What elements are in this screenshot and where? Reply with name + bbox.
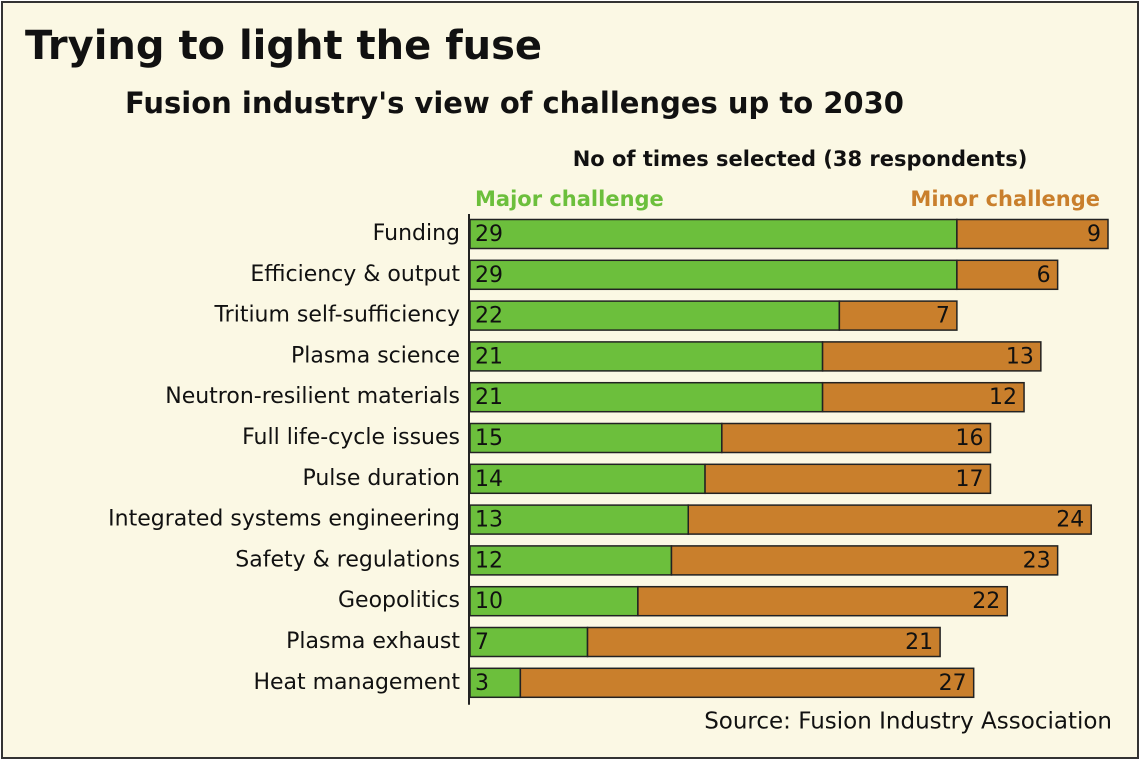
value-label: 24 — [1056, 508, 1084, 533]
bar-segment — [519, 667, 975, 699]
bar-segment — [469, 259, 958, 291]
bar-segment — [469, 381, 824, 413]
value-label: 9 — [1087, 222, 1101, 247]
category-label: Plasma science — [291, 343, 460, 368]
bar-segment — [838, 300, 958, 331]
value-label: 23 — [1023, 548, 1051, 573]
value-label: 7 — [475, 630, 489, 655]
bar-segment — [469, 341, 824, 372]
value-label: 13 — [1006, 344, 1034, 369]
value-label: 7 — [936, 304, 950, 329]
value-label: 12 — [475, 548, 503, 573]
category-label: Tritium self-sufficiency — [213, 303, 460, 328]
value-label: 29 — [475, 263, 503, 288]
bar-segment — [586, 626, 941, 658]
bar-segment — [670, 545, 1059, 576]
value-label: 21 — [475, 385, 503, 410]
legend-entry: Major challenge — [475, 187, 664, 211]
category-label: Efficiency & output — [250, 262, 460, 287]
category-label: Funding — [373, 221, 460, 246]
bar-segment — [637, 585, 1009, 617]
category-label: Plasma exhaust — [286, 629, 460, 654]
source: Source: Fusion Industry Association — [704, 709, 1112, 735]
bar-segment — [469, 463, 706, 495]
value-label: 3 — [475, 671, 489, 696]
value-label: 27 — [939, 671, 967, 696]
bar-segment — [821, 381, 1025, 413]
value-label: 21 — [905, 630, 933, 655]
value-label: 17 — [955, 467, 983, 492]
category-label: Full life-cycle issues — [242, 425, 460, 450]
category-label: Neutron-resilient materials — [165, 384, 460, 409]
category-label: Heat management — [253, 670, 460, 695]
value-label: 15 — [475, 426, 503, 451]
value-label: 13 — [475, 508, 503, 533]
bar-segment — [956, 218, 1109, 250]
value-label: 21 — [475, 344, 503, 369]
value-label: 10 — [475, 589, 503, 614]
bar-segment — [469, 545, 673, 576]
category-label: Integrated systems engineering — [108, 507, 460, 532]
value-label: 22 — [972, 589, 1000, 614]
bar-segment — [956, 259, 1059, 291]
value-label: 16 — [955, 426, 983, 451]
bar-segment — [687, 504, 1092, 535]
category-label: Pulse duration — [302, 466, 460, 491]
value-label: 22 — [475, 304, 503, 329]
value-label: 12 — [989, 385, 1017, 410]
bar-segment — [704, 463, 992, 495]
bar-segment — [469, 218, 958, 250]
bar-segment — [469, 422, 723, 454]
chart-title: Trying to light the fuse — [25, 23, 542, 69]
bar-segment — [721, 422, 992, 454]
bar-segment — [821, 341, 1042, 372]
value-label: 6 — [1037, 263, 1051, 288]
axis-label: No of times selected (38 respondents) — [573, 147, 1028, 171]
value-label: 14 — [475, 467, 503, 492]
chart-subtitle: Fusion industry's view of challenges up … — [125, 86, 904, 120]
bar-segment — [469, 300, 841, 331]
category-label: Geopolitics — [338, 588, 460, 613]
value-label: 29 — [475, 222, 503, 247]
legend-entry: Minor challenge — [910, 187, 1100, 211]
category-label: Safety & regulations — [235, 547, 460, 572]
